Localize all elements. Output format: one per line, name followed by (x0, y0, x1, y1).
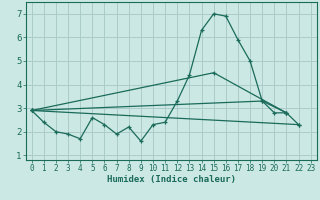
X-axis label: Humidex (Indice chaleur): Humidex (Indice chaleur) (107, 175, 236, 184)
